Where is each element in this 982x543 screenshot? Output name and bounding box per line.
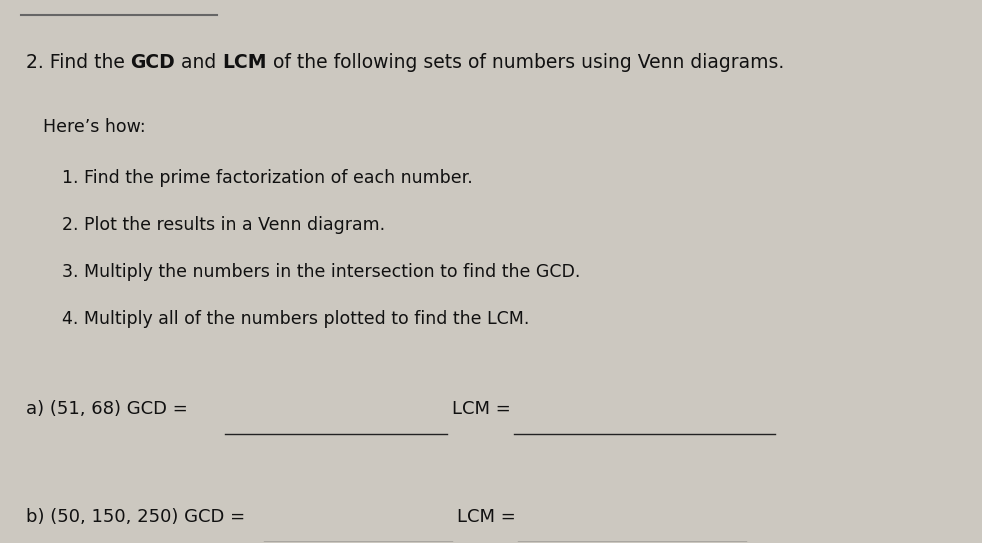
Text: GCD: GCD [131,53,175,72]
Text: and: and [175,53,222,72]
Text: LCM =: LCM = [452,400,511,418]
Text: Here’s how:: Here’s how: [42,117,145,136]
Text: b) (50, 150, 250) GCD =: b) (50, 150, 250) GCD = [26,508,245,526]
Text: 2. Find the: 2. Find the [26,53,131,72]
Text: a) (51, 68) GCD =: a) (51, 68) GCD = [26,400,188,418]
Text: LCM =: LCM = [457,508,516,526]
Text: 2. Plot the results in a Venn diagram.: 2. Plot the results in a Venn diagram. [62,216,385,234]
Text: LCM: LCM [222,53,267,72]
Text: 3. Multiply the numbers in the intersection to find the GCD.: 3. Multiply the numbers in the intersect… [62,263,580,281]
Text: of the following sets of numbers using Venn diagrams.: of the following sets of numbers using V… [266,53,784,72]
Text: 4. Multiply all of the numbers plotted to find the LCM.: 4. Multiply all of the numbers plotted t… [62,310,529,328]
Text: 1. Find the prime factorization of each number.: 1. Find the prime factorization of each … [62,169,473,187]
